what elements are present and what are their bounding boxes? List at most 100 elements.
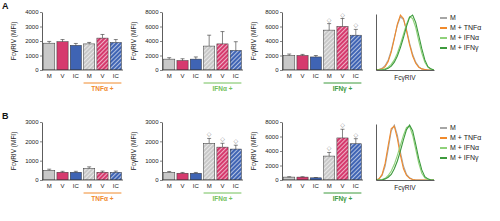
error-bar	[114, 40, 118, 43]
error-cap	[181, 172, 185, 173]
group-underline	[84, 83, 122, 84]
legend-swatch	[440, 27, 447, 29]
tick-label: IC	[73, 183, 80, 189]
panel-label: B	[2, 111, 9, 121]
tick: 8000	[265, 119, 282, 125]
panel: A01000200030004000MVICMVICFcγRIV (MFI)TN…	[2, 1, 123, 92]
tick: IC	[313, 73, 320, 79]
tick-label: 2000	[145, 53, 159, 59]
tick: 8000	[145, 9, 162, 15]
y-axis-line	[42, 13, 43, 71]
tick: 3000	[145, 119, 162, 125]
tick-label: V	[220, 183, 224, 189]
group-underline	[204, 193, 242, 194]
panel: FcγRIVMM + TNFαM + IFNαM + IFNγ	[376, 14, 481, 82]
bar	[97, 172, 108, 180]
tick-label: M	[167, 183, 172, 189]
bar	[44, 43, 55, 70]
tick-mark	[40, 12, 42, 13]
y-axis-title: FcγRIV (MFI)	[130, 132, 138, 171]
tick-mark	[40, 141, 42, 142]
y-axis-title: FcγRIV (MFI)	[250, 132, 258, 171]
panel: FcγRIVMM + TNFαM + IFNαM + IFNγ	[376, 124, 481, 192]
tick-mark	[280, 137, 282, 138]
error-cap	[287, 176, 291, 177]
bar	[70, 172, 81, 180]
significance-mark: ◇	[207, 131, 212, 137]
bar	[204, 143, 215, 180]
tick-label: IC	[73, 73, 80, 79]
error-cap	[327, 152, 331, 153]
error-cap	[314, 177, 318, 178]
error-line	[222, 143, 223, 147]
lines	[376, 125, 434, 180]
error-line	[355, 139, 356, 144]
error-line	[329, 152, 330, 156]
error-cap	[194, 56, 198, 57]
tick: IC	[193, 73, 200, 79]
tick-mark	[160, 27, 162, 28]
tick-label: M	[287, 183, 292, 189]
tick-mark	[280, 56, 282, 57]
error-cap	[114, 39, 118, 40]
error-cap	[100, 34, 104, 35]
legend: MM + TNFαM + IFNαM + IFNγ	[440, 14, 481, 52]
y-axis: 02000400060008000	[265, 119, 282, 183]
tick-label: IC	[353, 183, 360, 189]
bar	[337, 138, 348, 180]
error-line	[235, 145, 236, 149]
bar	[350, 144, 361, 180]
tick-label: 3000	[25, 119, 39, 125]
error-line	[329, 24, 330, 31]
tick-label: V	[181, 183, 185, 189]
x-axis-line	[162, 180, 243, 181]
bars	[164, 32, 242, 70]
tick: 2000	[145, 53, 162, 59]
bar	[70, 45, 81, 70]
error-cap	[340, 129, 344, 130]
x-axis	[377, 70, 435, 71]
tick-label: 0	[275, 177, 279, 183]
tick-label: M	[167, 73, 172, 79]
error-line	[62, 40, 63, 42]
tick-label: 3000	[25, 24, 39, 30]
error-bar	[340, 129, 344, 138]
tick: 6000	[265, 24, 282, 30]
error-cap	[74, 43, 78, 44]
y-axis-line	[376, 125, 377, 181]
tick-label: 8000	[265, 9, 279, 15]
tick: M	[47, 183, 52, 189]
tick-label: 0	[35, 67, 39, 73]
tick: V	[220, 73, 224, 79]
error-cap	[234, 145, 238, 146]
tick-mark	[280, 122, 282, 123]
tick: M	[87, 183, 92, 189]
tick-label: V	[100, 73, 104, 79]
tick-label: V	[61, 73, 65, 79]
error-cap	[234, 41, 238, 42]
legend-swatch	[440, 37, 447, 39]
tick-label: 4000	[265, 38, 279, 44]
significance-mark: ◇	[220, 136, 225, 142]
tick: M	[327, 73, 332, 79]
bar	[177, 173, 188, 180]
error-cap	[87, 166, 91, 167]
error-bar	[301, 54, 305, 55]
error-line	[195, 57, 196, 59]
y-axis-title: FcγRIV (MFI)	[250, 22, 258, 61]
tick: 1000	[25, 158, 42, 164]
tick: V	[61, 183, 65, 189]
tick-label: 0	[155, 177, 159, 183]
group-label: IFNγ +	[333, 195, 353, 203]
legend-label: M + IFNγ	[450, 44, 479, 52]
tick-label: 4000	[25, 9, 39, 15]
tick: V	[340, 183, 344, 189]
error-bar	[47, 41, 51, 43]
tick-label: IC	[313, 73, 320, 79]
legend: MM + TNFαM + IFNαM + IFNγ	[440, 124, 481, 162]
tick: 2000	[265, 163, 282, 169]
error-bar	[220, 143, 224, 147]
error-bar	[100, 171, 104, 172]
tick: 2000	[25, 139, 42, 145]
y-axis-line	[162, 13, 163, 71]
